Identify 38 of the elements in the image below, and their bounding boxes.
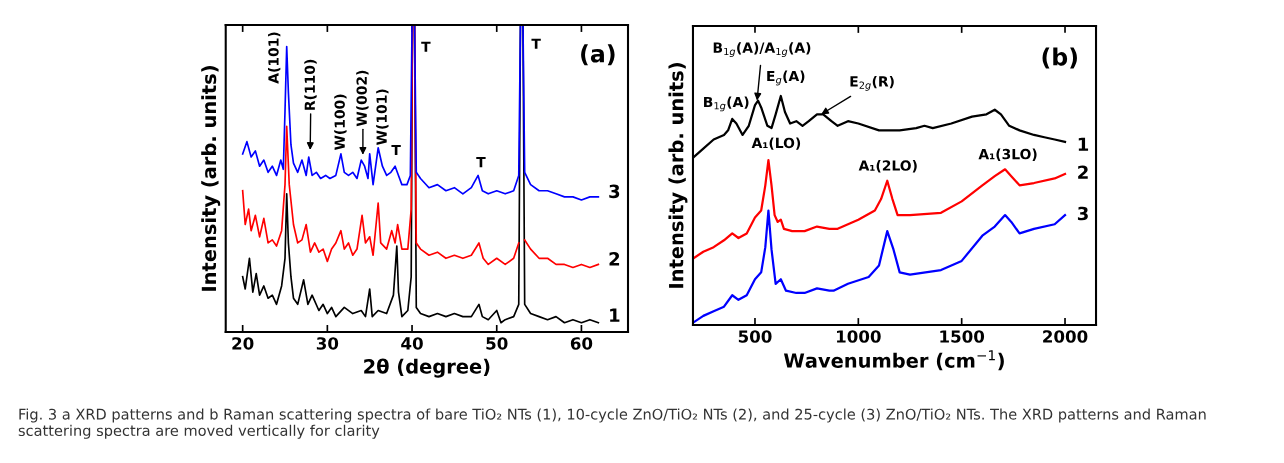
x-tick-label: 500 [738,330,772,343]
series-label: 3 [1077,206,1088,221]
series-label: 1 [610,308,620,322]
series-label: 2 [609,252,620,266]
annotation: (a) [581,44,615,66]
annotation: T [476,157,486,168]
text: (b) [1042,47,1077,69]
x-tick-label: 40 [401,337,423,350]
annotation: B$_{1g}$(A) [704,96,749,112]
x-axis-title: 2θ (degree) [364,358,490,378]
y-axis-title: Intensity (arb. units) [201,66,221,291]
series-label: 2 [1078,165,1088,179]
x-tick-label: 50 [486,337,508,350]
annotation: A₁(LO) [751,137,801,150]
annotation: A₁(2LO) [858,160,917,173]
annotation: T [391,144,401,156]
annotation: A₁(3LO) [978,148,1037,161]
annotation: W(101) [376,89,389,145]
x-tick-label: 2000 [1043,330,1088,343]
x-axis-title: Wavenumber (cm$^{−1}$) [783,350,1004,371]
annotation: A(101) [268,32,281,84]
x-tick-label: 1000 [837,330,881,343]
annotation: W(100) [334,94,347,151]
annotation: E$_{g}$(A) [767,70,805,86]
annotation: E$_{2g}$(R) [850,75,894,91]
series-label: 1 [1078,137,1089,151]
x-tick-label: 1500 [940,330,985,343]
x-tick-label: 30 [316,337,339,350]
y-axis-title: Intensity (arb. units) [668,63,688,288]
annotation: W(002) [356,70,369,127]
annotation: T [531,38,541,49]
annotation: R(110) [304,59,317,110]
annotation: B$_{1g}$(A)/A$_{1g}$(A) [713,42,811,57]
x-tick-label: 20 [232,337,254,350]
annotation: T [421,41,431,52]
series-label: 3 [609,184,620,199]
caption: Fig. 3 a XRD patterns and b Raman scattering spectra of bare TiO₂ NTs (1), 10-cycle ZnO/TiO₂ NTs (2), and 25-cycle (3) ZnO/TiO₂ NTs. The XRD patterns and Raman scattering spectra are moved vertically for clarity [18,408,1206,439]
x-tick-label: 60 [570,337,593,350]
